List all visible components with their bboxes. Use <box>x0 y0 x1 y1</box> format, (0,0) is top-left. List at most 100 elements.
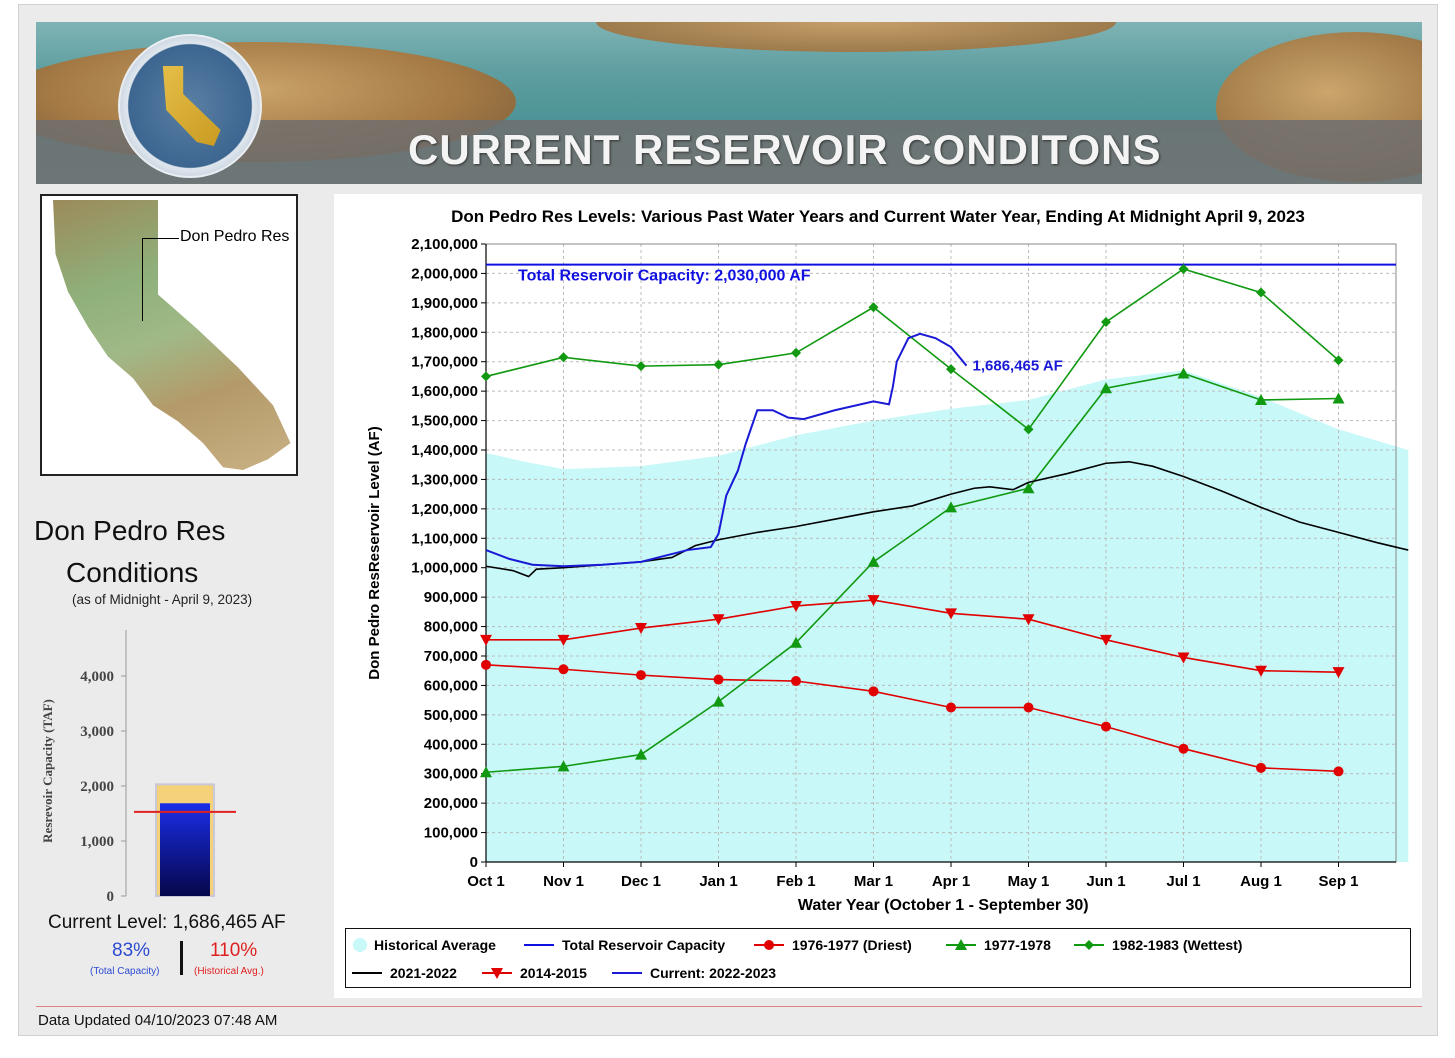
map-leader-line <box>142 238 179 321</box>
small-y-tick-label: 1,000 <box>80 834 114 850</box>
series-line-2014-2015 <box>486 599 1339 673</box>
data-point-1976-1977-driest <box>868 686 879 697</box>
y-tick-label: 500,000 <box>424 707 478 724</box>
legend-label: 1982-1983 (Wettest) <box>1112 937 1242 953</box>
data-point-2014-2015 <box>1177 652 1190 664</box>
y-tick-label: 200,000 <box>424 795 478 812</box>
y-tick-label: 1,300,000 <box>411 471 478 488</box>
data-point-2014-2015 <box>712 614 725 626</box>
x-tick-label: Feb 1 <box>776 873 815 890</box>
series-line-1982-1983-wettest <box>485 268 1340 431</box>
y-tick-label: 1,800,000 <box>411 324 478 341</box>
pct-separator <box>180 941 183 975</box>
x-tick-label: Apr 1 <box>932 873 970 890</box>
reservoir-levels-chart: Don Pedro Res Levels: Various Past Water… <box>366 207 1409 914</box>
data-point-1982-1983-wettest <box>636 361 646 372</box>
small-y-tick-label: 0 <box>107 889 115 905</box>
data-point-1976-1977-driest <box>481 659 491 670</box>
small-y-tick-label: 3,000 <box>80 724 114 740</box>
data-point-1982-1983-wettest <box>481 371 491 382</box>
pct-historical-avg: 110% <box>210 940 258 961</box>
data-point-1976-1977-driest <box>946 702 956 713</box>
series-area-historical-average <box>486 370 1409 862</box>
pct-total-capacity-label: (Total Capacity) <box>90 966 160 977</box>
map-reservoir-label: Don Pedro Res <box>180 228 290 245</box>
data-point-1976-1977-driest <box>558 664 569 675</box>
series-line-1977-1978 <box>485 372 1339 774</box>
current-value-label: 1,686,465 AF <box>973 358 1063 375</box>
y-tick-label: 2,000,000 <box>411 265 478 282</box>
data-updated: Data Updated 04/10/2023 07:48 AM <box>38 1012 278 1029</box>
x-tick-label: Jul 1 <box>1166 873 1200 890</box>
legend-label: 1977-1978 <box>984 937 1051 953</box>
small-y-axis-label: Resrevoir Capacity (TAF) <box>40 699 55 843</box>
data-point-2014-2015 <box>635 623 647 635</box>
y-tick-label: 100,000 <box>424 825 478 842</box>
y-tick-label: 600,000 <box>424 677 478 694</box>
series-line-1976-1977-driest <box>485 664 1339 773</box>
y-tick-label: 1,700,000 <box>411 354 478 371</box>
data-point-1982-1983-wettest <box>946 364 956 375</box>
y-tick-label: 0 <box>470 854 478 871</box>
y-tick-label: 700,000 <box>424 648 478 665</box>
legend-label: Historical Average <box>374 937 496 953</box>
data-point-1977-1978 <box>867 555 880 567</box>
data-point-1982-1983-wettest <box>1178 264 1189 275</box>
x-tick-label: Mar 1 <box>854 873 893 890</box>
data-point-1976-1977-driest <box>1178 743 1189 754</box>
banner-strip <box>36 120 1422 184</box>
data-point-1977-1978 <box>945 501 957 513</box>
y-tick-label: 1,500,000 <box>411 413 478 430</box>
y-tick-label: 1,100,000 <box>411 530 478 547</box>
x-tick-label: Jun 1 <box>1086 873 1125 890</box>
data-point-2014-2015 <box>1332 667 1345 679</box>
data-point-1977-1978 <box>1177 367 1190 379</box>
current-level: Current Level: 1,686,465 AF <box>48 912 286 933</box>
capacity-bar-chart: 0 1,000 2,000 3,000 4,000 Resrevoir Capacity … <box>40 630 236 905</box>
conditions-title-line2: Conditions <box>66 557 199 588</box>
y-tick-label: 800,000 <box>424 619 478 636</box>
y-axis-label: Don Pedro ResReservoir Level (AF) <box>366 426 383 679</box>
data-point-1977-1978 <box>557 760 570 772</box>
footer-divider <box>36 1006 1422 1007</box>
chart-legend: Historical Average Total Reservoir Capaci… <box>345 928 1411 988</box>
data-point-1982-1983-wettest <box>791 347 801 358</box>
x-tick-label: Sep 1 <box>1318 873 1358 890</box>
data-point-1982-1983-wettest <box>1101 316 1111 327</box>
data-point-1982-1983-wettest <box>1256 287 1266 298</box>
data-point-2014-2015 <box>1255 665 1267 677</box>
legend-label: 1976-1977 (Driest) <box>792 937 912 953</box>
data-point-1976-1977-driest <box>1023 702 1034 713</box>
y-tick-label: 1,000,000 <box>411 560 478 577</box>
data-point-1976-1977-driest <box>791 676 801 687</box>
banner-hill <box>596 22 1116 52</box>
data-point-1977-1978 <box>1022 482 1035 494</box>
data-point-1977-1978 <box>1332 392 1345 404</box>
conditions-as-of: (as of Midnight - April 9, 2023) <box>72 592 253 607</box>
california-map: Don Pedro Res <box>40 194 298 476</box>
conditions-title: Don Pedro Res Conditions <box>34 510 294 594</box>
data-point-1982-1983-wettest <box>868 302 879 313</box>
small-y-tick-label: 2,000 <box>80 779 114 795</box>
pct-total-capacity: 83% <box>112 940 151 961</box>
data-point-1977-1978 <box>712 695 725 707</box>
y-tick-label: 2,100,000 <box>411 236 478 253</box>
y-tick-label: 1,200,000 <box>411 501 478 518</box>
x-tick-label: Aug 1 <box>1240 873 1282 890</box>
x-tick-label: May 1 <box>1008 873 1050 890</box>
data-point-1976-1977-driest <box>1333 766 1344 777</box>
legend-marker <box>764 940 774 950</box>
legend-swatch <box>353 938 367 952</box>
data-point-1982-1983-wettest <box>713 359 724 370</box>
current-level-bar <box>160 803 210 896</box>
legend-marker <box>491 968 503 979</box>
y-tick-label: 1,400,000 <box>411 442 478 459</box>
data-point-2014-2015 <box>867 595 880 607</box>
y-tick-label: 400,000 <box>424 736 478 753</box>
legend-label: 2021-2022 <box>390 965 457 981</box>
data-point-2014-2015 <box>945 608 957 620</box>
data-point-1982-1983-wettest <box>1023 424 1034 435</box>
data-point-1977-1978 <box>635 748 647 760</box>
dwr-seal-logo <box>118 34 262 178</box>
data-point-1977-1978 <box>790 636 802 648</box>
